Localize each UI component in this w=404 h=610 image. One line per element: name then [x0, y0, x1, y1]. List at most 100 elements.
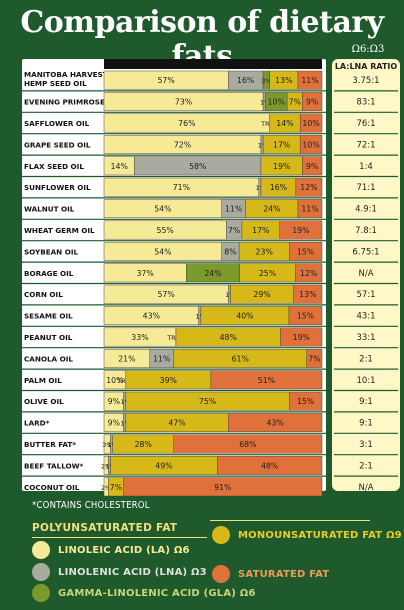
row-label-borage-oil: BORAGE OIL	[24, 269, 74, 278]
bar-label-manitoba-harvest-hemp-seed-oil-mono: 13%	[275, 76, 292, 85]
bar-soybean-oil-sat	[289, 241, 323, 261]
bar-label-wheat-germ-oil-sat: 19%	[292, 226, 309, 235]
row-label-safflower-oil: SAFFLOWER OIL	[24, 119, 90, 128]
bar-label-safflower-oil-sat: 10%	[302, 119, 319, 128]
bar-label-walnut-oil-sat: 11%	[301, 205, 318, 214]
bar-olive-oil-sat	[289, 391, 323, 411]
bar-label-safflower-oil-la: 76%	[178, 119, 195, 128]
row-label-manitoba-harvest-hemp-seed-oil-line1: MANITOBA HARVEST™	[24, 70, 115, 79]
bar-label-lard-mono: 47%	[168, 419, 185, 428]
bar-label-palm-oil-la: 10%	[106, 376, 123, 385]
bar-label-sunflower-oil-mono: 16%	[270, 183, 287, 192]
row-label-sesame-oil: SESAME OIL	[24, 312, 73, 321]
ratio-sesame-oil: 43:1	[356, 312, 375, 322]
bar-palm-oil-sat	[210, 370, 323, 390]
bar-label-lard-la: 9%	[108, 419, 120, 428]
row-label-corn-oil: CORN OIL	[24, 290, 63, 299]
bar-label-walnut-oil-mono: 24%	[263, 205, 280, 214]
bar-label-olive-oil-mono: 75%	[199, 397, 216, 406]
ratio-olive-oil: 9:1	[359, 397, 373, 407]
row-label-evening-primrose-oil: EVENING PRIMROSE OIL	[24, 98, 121, 107]
bar-evening-primrose-oil-sat	[302, 92, 323, 112]
bar-butter-fat-sat	[173, 434, 323, 454]
bar-label-grape-seed-oil-la: 72%	[174, 140, 191, 149]
bar-label-palm-oil-sat: 51%	[258, 376, 275, 385]
bar-borage-oil-sat	[295, 263, 323, 283]
bar-safflower-oil-sat	[299, 113, 323, 133]
bar-label-wheat-germ-oil-lna: 7%	[228, 226, 240, 235]
bar-label-evening-primrose-oil-sat: 9%	[306, 98, 318, 107]
bar-label-safflower-oil-mono: 14%	[276, 119, 293, 128]
bar-walnut-oil-sat	[297, 199, 323, 219]
ratio-borage-oil: N/A	[358, 269, 373, 279]
ratio-soybean-oil: 6.75:1	[352, 247, 379, 257]
row-label-peanut-oil: PEANUT OIL	[24, 333, 73, 342]
bar-wheat-germ-oil-sat	[279, 220, 323, 240]
bar-label-manitoba-harvest-hemp-seed-oil-la: 57%	[157, 76, 174, 85]
bar-lard-sat	[228, 413, 323, 433]
bar-label-wheat-germ-oil-mono: 17%	[252, 226, 269, 235]
bar-label-evening-primrose-oil-mono: 7%	[289, 98, 301, 107]
bar-canola-oil-sat	[306, 348, 323, 368]
ratio-walnut-oil: 4.9:1	[355, 205, 377, 215]
row-label-beef-tallow: BEEF TALLOW*	[24, 461, 84, 470]
bar-label-borage-oil-mono: 25%	[259, 269, 276, 278]
bar-label-sesame-oil-sat: 15%	[297, 312, 314, 321]
row-label-grape-seed-oil: GRAPE SEED OIL	[24, 140, 91, 149]
bar-beef-tallow-sat	[217, 455, 323, 475]
row-label-canola-oil: CANOLA OIL	[24, 354, 73, 363]
row-label-walnut-oil: WALNUT OIL	[24, 205, 75, 214]
bar-label-grape-seed-oil-mono: 17%	[273, 140, 290, 149]
bar-label-manitoba-harvest-hemp-seed-oil-sat: 11%	[301, 76, 318, 85]
ratio-butter-fat: 3:1	[359, 440, 373, 450]
bar-label-borage-oil-la: 37%	[136, 269, 153, 278]
bar-label-grape-seed-oil-sat: 10%	[302, 140, 319, 149]
ratio-coconut-oil: N/A	[358, 483, 373, 493]
bar-label-butter-fat-la: 3%	[102, 441, 112, 449]
bar-label-lard-sat: 43%	[266, 419, 283, 428]
ratio-peanut-oil: 33:1	[356, 333, 375, 343]
bar-label-flax-seed-oil-mono: 19%	[273, 162, 290, 171]
ratio-panel	[332, 59, 400, 491]
bar-label-coconut-oil-sat: 91%	[214, 483, 231, 492]
row-label-manitoba-harvest-hemp-seed-oil-line2: HEMP SEED OIL	[24, 79, 87, 88]
bar-label-canola-oil-lna: 11%	[153, 354, 170, 363]
bar-label-soybean-oil-lna: 8%	[224, 247, 236, 256]
bar-label-borage-oil-sat: 12%	[300, 269, 317, 278]
ratio-beef-tallow: 2:1	[359, 461, 373, 471]
bar-label-olive-oil-la: 9%	[108, 397, 120, 406]
bar-label-walnut-oil-la: 54%	[154, 205, 171, 214]
chart-title: Comparison of dietary fats	[20, 5, 384, 74]
bar-label-sesame-oil-la: 43%	[143, 312, 160, 321]
bar-label-canola-oil-la: 21%	[118, 354, 135, 363]
bar-label-coconut-oil-mono: 7%	[110, 483, 122, 492]
bar-label-butter-fat-sat: 68%	[239, 440, 256, 449]
bar-label-flax-seed-oil-la: 14%	[111, 162, 128, 171]
ratio-grape-seed-oil: 72:1	[356, 140, 375, 150]
bar-label-palm-oil-mono: 39%	[160, 376, 177, 385]
bar-flax-seed-oil-sat	[302, 156, 323, 176]
ratio-manitoba-harvest-hemp-seed-oil: 3.75:1	[352, 76, 379, 86]
ratio-evening-primrose-oil: 83:1	[356, 98, 375, 108]
bar-label-olive-oil-sat: 15%	[297, 397, 314, 406]
ratio-header-label: LA:LNA RATIO	[335, 62, 398, 71]
row-label-flax-seed-oil: FLAX SEED OIL	[24, 162, 84, 171]
bar-label-sunflower-oil-sat: 12%	[300, 183, 317, 192]
bar-label-coconut-oil-la: 2%	[101, 484, 111, 492]
bar-label-peanut-oil-mono: 48%	[220, 333, 237, 342]
bar-label-walnut-oil-lna: 11%	[225, 205, 242, 214]
ratio-canola-oil: 2:1	[359, 354, 373, 364]
bar-label-wheat-germ-oil-la: 55%	[157, 226, 174, 235]
ratio-flax-seed-oil: 1:4	[359, 162, 373, 172]
bar-label-peanut-oil-la: 33%	[131, 333, 148, 342]
ratio-corn-oil: 57:1	[356, 290, 375, 300]
row-label-lard: LARD*	[24, 419, 50, 428]
bar-label-corn-oil-sat: 13%	[299, 290, 316, 299]
bar-grape-seed-oil-sat	[299, 134, 323, 154]
row-label-palm-oil: PALM OIL	[24, 376, 62, 385]
bar-label-canola-oil-mono: 61%	[232, 354, 249, 363]
bar-label-beef-tallow-sat: 48%	[261, 461, 278, 470]
bar-label-evening-primrose-oil-la: 73%	[175, 98, 192, 107]
bar-label-butter-fat-mono: 28%	[135, 440, 152, 449]
